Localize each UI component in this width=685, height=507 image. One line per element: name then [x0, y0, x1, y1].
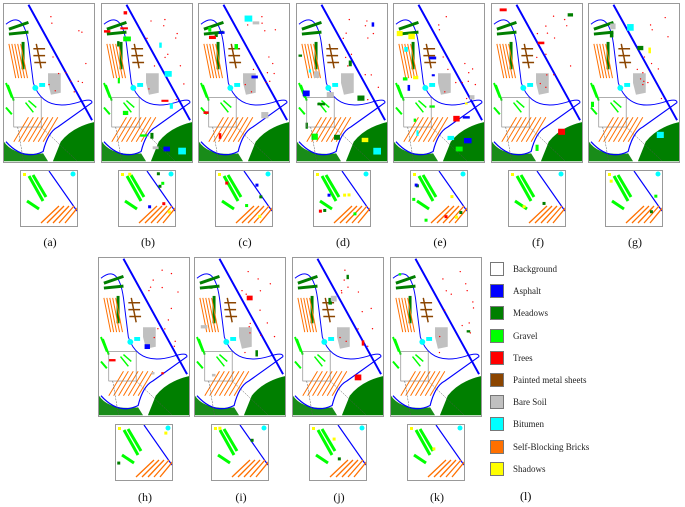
legend-swatch — [490, 461, 504, 476]
panel-label: (j) — [333, 490, 345, 504]
legend-item: Self-Blocking Bricks — [490, 436, 589, 458]
classification-map — [101, 3, 193, 163]
classification-map — [194, 257, 286, 417]
panel-label: (a) — [43, 235, 57, 249]
panel-e: (e) — [393, 3, 487, 253]
legend-item: Bare Soil — [490, 391, 589, 413]
legend-label: Painted metal sheets — [513, 375, 587, 386]
zoomed-inset — [508, 170, 566, 227]
legend-item: Background — [490, 258, 589, 280]
legend: Background Asphalt Meadows Gravel Trees Paint… — [490, 258, 589, 480]
panel-label: (i) — [235, 490, 247, 504]
legend-swatch — [490, 350, 504, 365]
legend-item: Painted metal sheets — [490, 369, 589, 391]
panel-c: (c) — [198, 3, 292, 253]
classification-map — [390, 257, 482, 417]
zoomed-inset — [118, 170, 176, 227]
legend-swatch — [490, 417, 504, 432]
legend-swatch — [490, 306, 504, 321]
panel-b: (b) — [101, 3, 195, 253]
legend-label: Shadows — [513, 463, 546, 474]
classification-map — [292, 257, 384, 417]
legend-label: Bitumen — [513, 419, 544, 430]
zoomed-inset — [211, 424, 269, 481]
classification-map — [98, 257, 190, 417]
classification-map — [3, 3, 95, 163]
panel-label: (h) — [138, 490, 152, 504]
panel-label: (g) — [628, 235, 642, 249]
panel-k: (k) — [390, 257, 484, 507]
panel-label: (b) — [141, 235, 155, 249]
zoomed-inset — [215, 170, 273, 227]
panel-i: (i) — [194, 257, 288, 507]
zoomed-inset — [20, 170, 78, 227]
classification-map — [588, 3, 680, 163]
legend-item: Meadows — [490, 302, 589, 324]
legend-item: Trees — [490, 347, 589, 369]
legend-item: Shadows — [490, 458, 589, 480]
panel-a: (a) — [3, 3, 97, 253]
classification-map — [491, 3, 583, 163]
legend-label: Meadows — [513, 308, 548, 319]
panel-j: (j) — [292, 257, 386, 507]
legend-swatch — [490, 395, 504, 410]
panel-d: (d) — [296, 3, 390, 253]
legend-label: Gravel — [513, 330, 538, 341]
legend-item: Asphalt — [490, 280, 589, 302]
classification-map — [393, 3, 485, 163]
panel-h: (h) — [98, 257, 192, 507]
panel-f: (f) — [491, 3, 585, 253]
panel-g: (g) — [588, 3, 682, 253]
legend-caption: (l) — [520, 489, 532, 503]
panel-label: (k) — [430, 490, 444, 504]
panel-label: (c) — [238, 235, 252, 249]
legend-label: Background — [513, 264, 557, 275]
legend-label: Self-Blocking Bricks — [513, 441, 590, 452]
zoomed-inset — [410, 170, 468, 227]
legend-item: Gravel — [490, 325, 589, 347]
panel-label: (f) — [532, 235, 544, 249]
zoomed-inset — [115, 424, 173, 481]
classification-map — [198, 3, 290, 163]
zoomed-inset — [407, 424, 465, 481]
zoomed-inset — [605, 170, 663, 227]
legend-swatch — [490, 284, 504, 299]
legend-swatch — [490, 439, 504, 454]
classification-map — [296, 3, 388, 163]
legend-label: Asphalt — [513, 286, 541, 297]
legend-swatch — [490, 262, 504, 277]
legend-label: Bare Soil — [513, 397, 547, 408]
zoomed-inset — [313, 170, 371, 227]
zoomed-inset — [309, 424, 367, 481]
legend-item: Bitumen — [490, 413, 589, 435]
legend-swatch — [490, 328, 504, 343]
legend-swatch — [490, 373, 504, 388]
panel-label: (e) — [433, 235, 447, 249]
panel-label: (d) — [336, 235, 350, 249]
legend-label: Trees — [513, 352, 533, 363]
